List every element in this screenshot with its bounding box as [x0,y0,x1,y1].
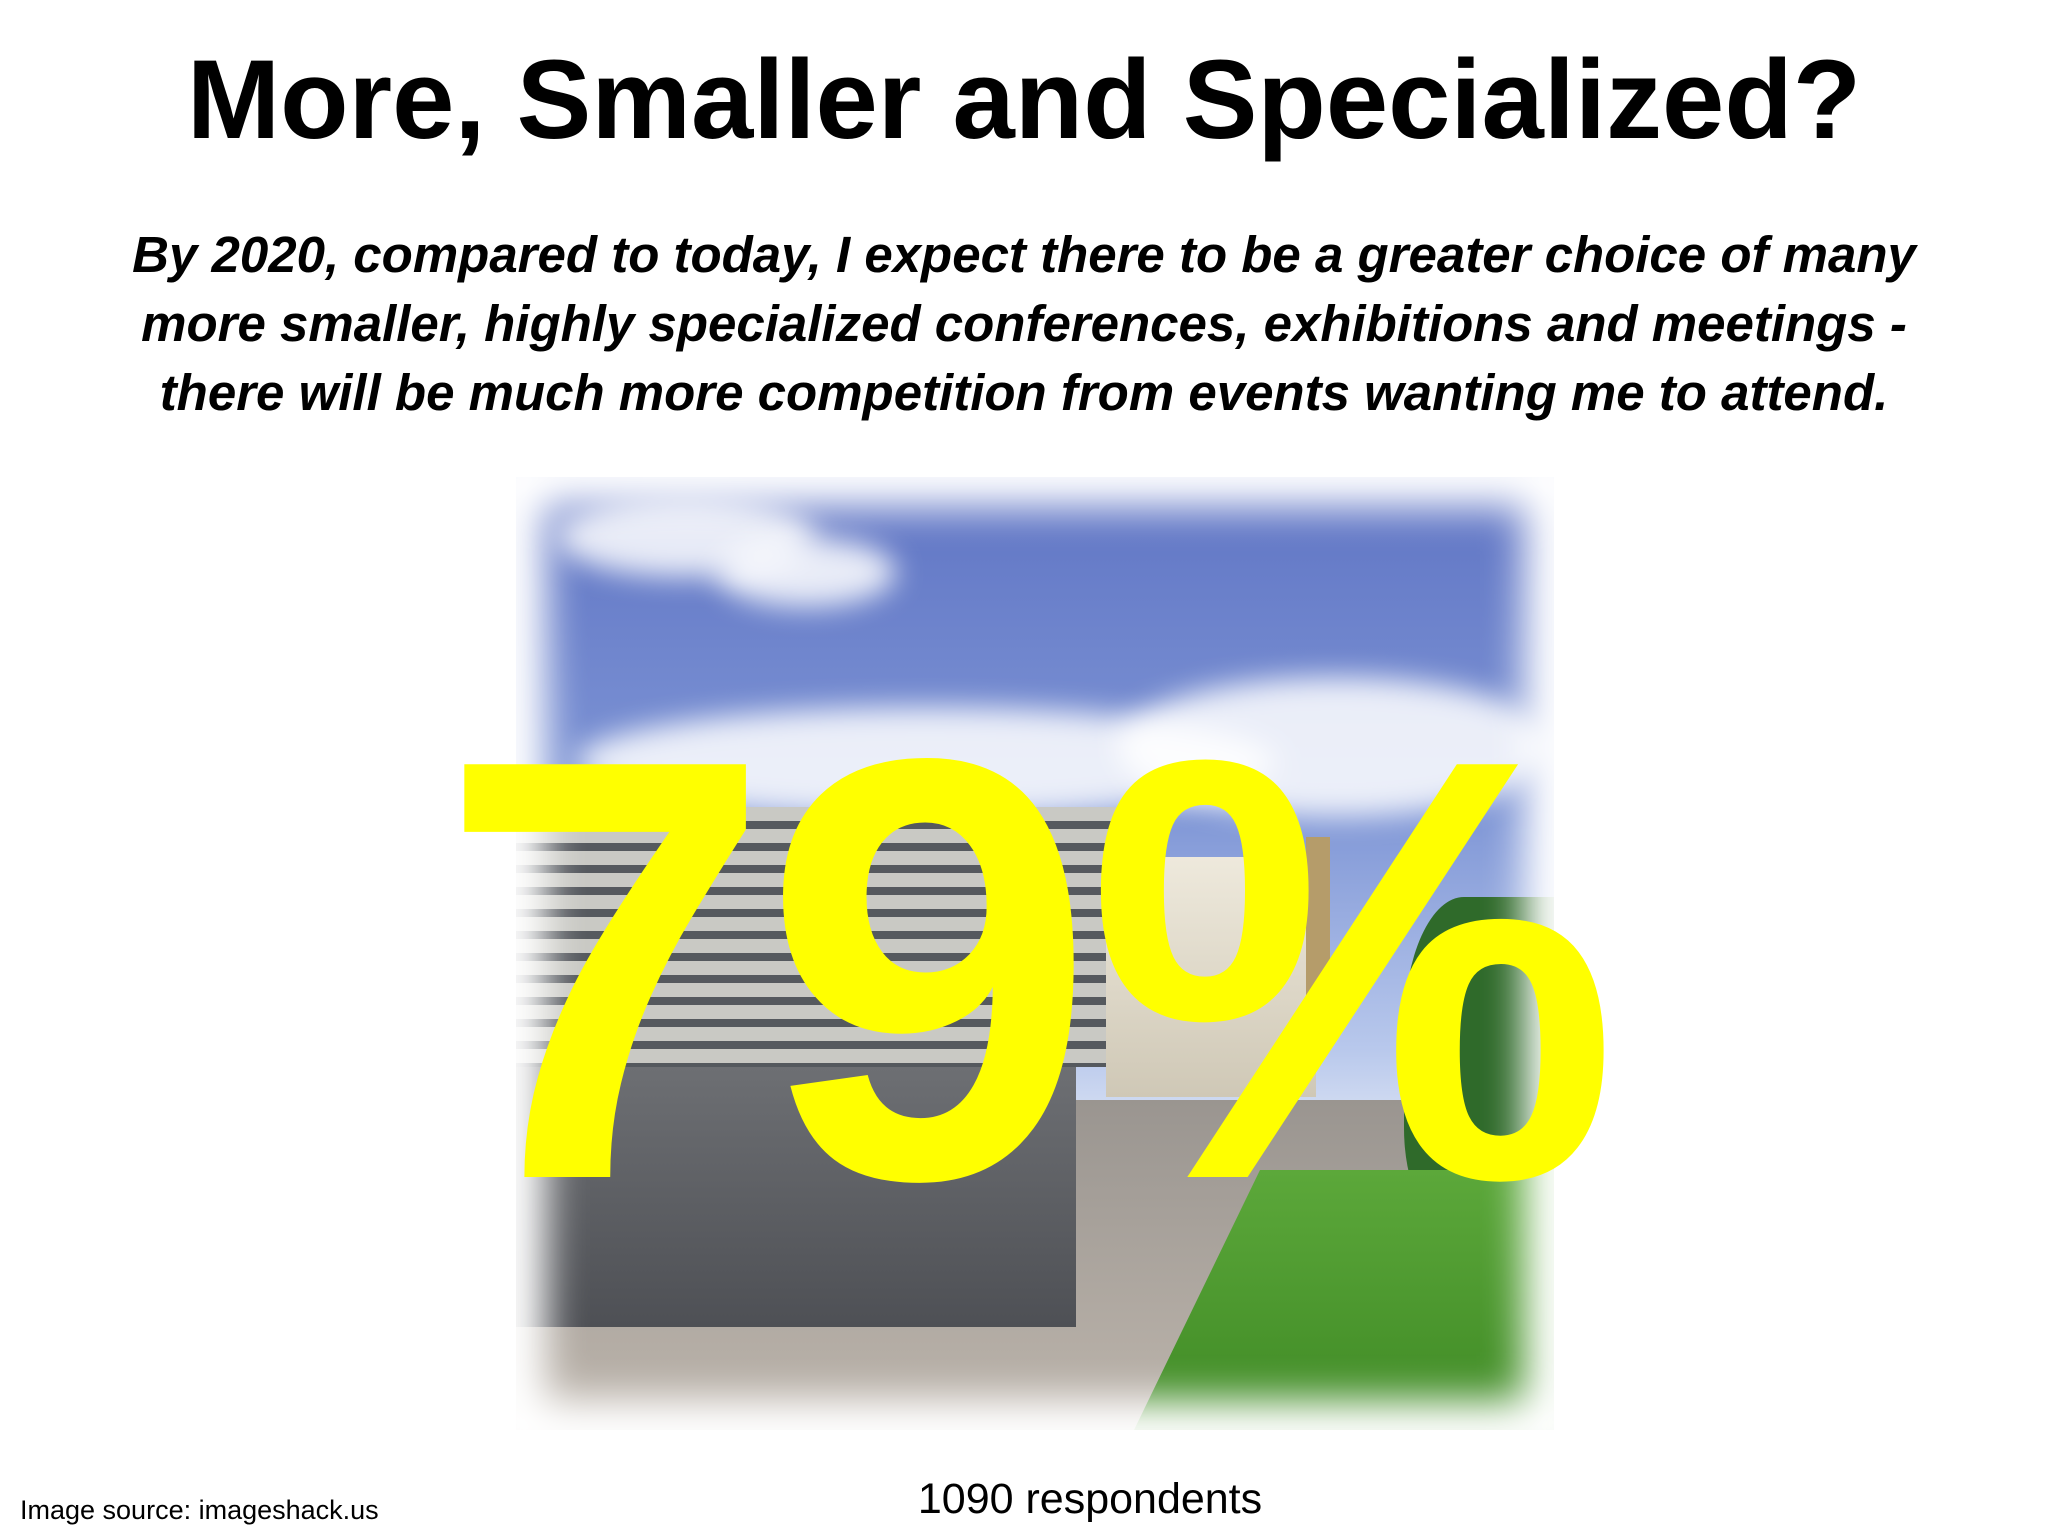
image-source-credit: Image source: imageshack.us [20,1495,379,1525]
percentage-stat: 79% [438,635,1620,1305]
slide-title: More, Smaller and Specialized? [186,37,1862,162]
survey-statement: By 2020, compared to today, I expect the… [20,220,2028,427]
statement-line: there will be much more competition from… [159,364,1889,421]
respondents-count: 1090 respondents [917,1475,1263,1523]
conference-centre-photo [516,477,1554,1430]
statement-line: more smaller, highly specialized confere… [141,295,1907,352]
statement-line: By 2020, compared to today, I expect the… [132,226,1916,283]
